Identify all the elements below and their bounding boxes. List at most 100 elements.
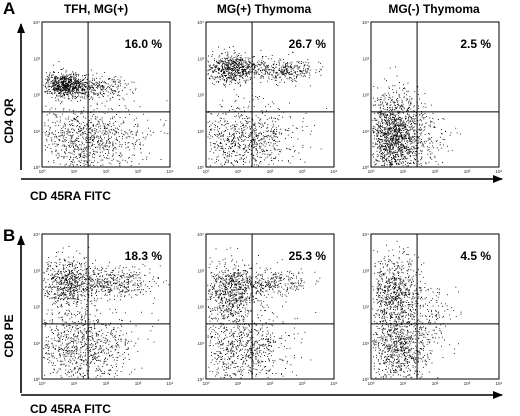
scatter-point: [387, 153, 389, 155]
scatter-point: [386, 164, 388, 166]
scatter-point: [405, 115, 406, 117]
scatter-point: [75, 118, 77, 120]
scatter-point: [58, 82, 59, 84]
scatter-point: [120, 156, 122, 158]
scatter-point: [93, 130, 95, 131]
scatter-point: [71, 98, 73, 100]
scatter-point: [397, 148, 399, 150]
scatter-point: [69, 78, 71, 80]
scatter-point: [383, 108, 384, 110]
scatter-point: [396, 135, 398, 137]
scatter-point: [79, 130, 81, 132]
scatter-point: [444, 131, 446, 133]
scatter-point: [61, 78, 63, 80]
scatter-point: [398, 163, 400, 165]
scatter-point: [129, 129, 130, 131]
scatter-point: [437, 163, 439, 165]
scatter-point: [133, 81, 135, 83]
scatter-point: [97, 142, 99, 144]
scatter-point: [54, 72, 55, 73]
scatter-point: [58, 138, 60, 140]
scatter-point: [276, 129, 277, 131]
scatter-point: [127, 146, 129, 148]
scatter-point: [211, 113, 213, 115]
scatter-point: [114, 133, 116, 135]
scatter-point: [48, 79, 50, 81]
scatter-point: [87, 286, 88, 288]
scatter-point: [397, 136, 398, 138]
scatter-point: [309, 133, 311, 135]
scatter-point: [395, 135, 397, 136]
scatter-point: [385, 95, 387, 96]
scatter-point: [50, 148, 52, 149]
scatter-point: [86, 136, 88, 138]
scatter-point: [163, 123, 165, 125]
scatter-point: [100, 139, 101, 141]
scatter-point: [104, 137, 105, 139]
scatter-point: [395, 160, 397, 162]
scatter-point: [47, 90, 49, 92]
scatter-point: [308, 62, 310, 64]
scatter-point: [268, 69, 269, 71]
scatter-point: [73, 112, 75, 114]
scatter-point: [421, 150, 423, 152]
scatter-point: [298, 61, 300, 62]
scatter-point: [59, 86, 61, 88]
scatter-point: [225, 69, 227, 71]
scatter-point: [267, 156, 269, 158]
scatter-point: [279, 150, 280, 152]
scatter-point: [227, 62, 229, 64]
scatter-point: [77, 101, 78, 102]
scatter-point: [392, 136, 394, 138]
scatter-point: [410, 126, 412, 128]
scatter-point: [223, 118, 225, 120]
scatter-point: [83, 92, 85, 94]
scatter-point: [247, 137, 249, 138]
scatter-point: [220, 61, 222, 63]
scatter-point: [230, 68, 232, 70]
scatter-point: [60, 79, 62, 81]
scatter-point: [397, 159, 398, 161]
scatter-point: [422, 117, 424, 119]
scatter-point: [81, 89, 83, 91]
scatter-point: [211, 67, 213, 68]
scatter-point: [393, 120, 395, 122]
scatter-point: [113, 124, 115, 126]
scatter-point: [395, 136, 397, 138]
scatter-point: [235, 79, 237, 81]
scatter-point: [69, 152, 71, 154]
scatter-point: [405, 158, 407, 159]
scatter-point: [80, 79, 81, 81]
scatter-point: [55, 145, 57, 147]
scatter-point: [248, 117, 250, 119]
scatter-point: [412, 127, 414, 128]
scatter-point: [256, 153, 258, 155]
scatter-point: [292, 52, 294, 54]
scatter-point: [392, 108, 394, 110]
scatter-point: [262, 112, 264, 114]
scatter-point: [224, 80, 225, 82]
scatter-point: [56, 85, 58, 87]
scatter-point: [279, 67, 281, 69]
scatter-point: [115, 76, 117, 77]
scatter-point: [51, 97, 53, 98]
scatter-point: [92, 87, 93, 88]
scatter-point: [255, 70, 256, 72]
scatter-point: [293, 66, 295, 68]
scatter-point: [238, 139, 240, 141]
scatter-point: [129, 89, 131, 91]
scatter-point: [390, 143, 392, 144]
scatter-point: [71, 85, 73, 87]
scatter-point: [52, 89, 54, 91]
scatter-point: [298, 74, 300, 76]
scatter-point: [71, 76, 73, 78]
scatter-point: [398, 119, 400, 121]
scatter-point: [111, 155, 113, 157]
scatter-point: [98, 85, 99, 87]
scatter-point: [238, 131, 240, 133]
scatter-point: [78, 85, 80, 87]
scatter-point: [94, 136, 95, 138]
scatter-point: [84, 117, 86, 119]
scatter-point: [73, 78, 75, 79]
scatter-point: [58, 77, 60, 79]
